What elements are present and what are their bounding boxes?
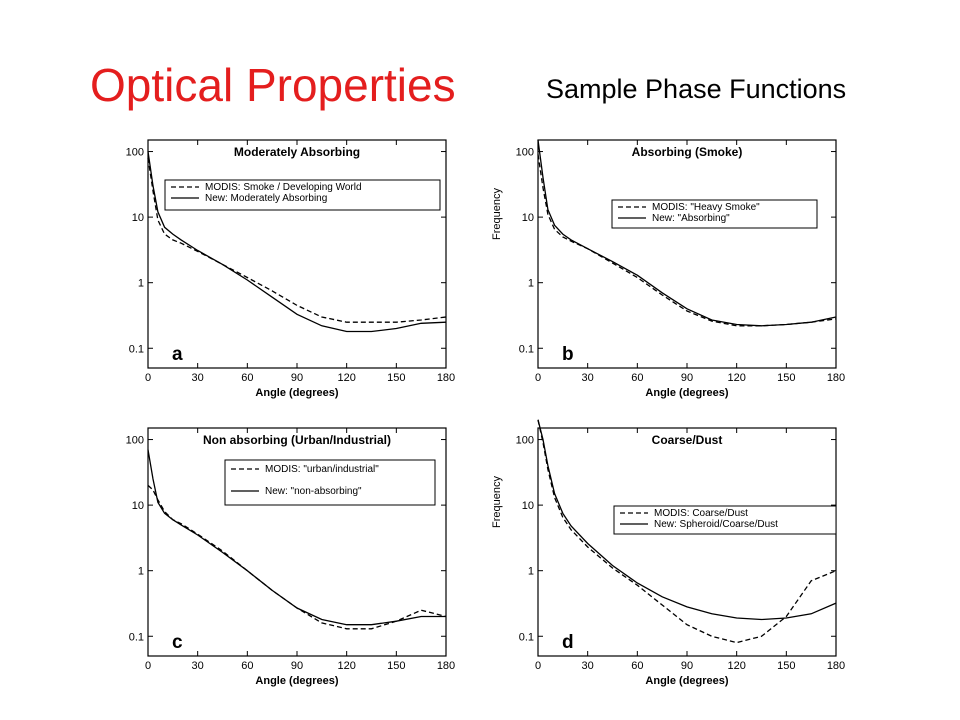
series-line-modis <box>147 157 447 323</box>
x-tick-label: 60 <box>631 372 643 384</box>
x-tick-label: 120 <box>727 660 745 672</box>
y-tick-label: 0.1 <box>129 343 144 355</box>
x-tick-label: 90 <box>681 372 693 384</box>
x-tick-label: 150 <box>387 660 405 672</box>
series-line-modis <box>537 419 837 644</box>
y-tick-label: 100 <box>516 147 534 159</box>
y-tick-label: 0.1 <box>519 631 534 643</box>
panel-title: Non absorbing (Urban/Industrial) <box>203 433 391 447</box>
y-tick-label: 0.1 <box>519 343 534 355</box>
legend-entry: MODIS: Coarse/Dust <box>654 508 748 519</box>
y-tick-label: 1 <box>138 566 144 578</box>
x-tick-label: 180 <box>437 372 455 384</box>
y-tick-label: 10 <box>522 212 534 224</box>
x-tick-label: 60 <box>241 372 253 384</box>
legend-entry: MODIS: Smoke / Developing World <box>205 182 362 193</box>
plot-frame <box>537 139 837 369</box>
x-tick-label: 150 <box>387 372 405 384</box>
y-tick-label: 10 <box>132 212 144 224</box>
y-tick-label: 0.1 <box>129 631 144 643</box>
x-tick-label: 90 <box>291 372 303 384</box>
legend-entry: New: Moderately Absorbing <box>205 193 327 204</box>
x-axis-label: Angle (degrees) <box>255 675 338 687</box>
chart-panel-a: 0 30 60 90 120 150 180 100 10 1 0.1 Angle (degrees)… <box>126 139 455 399</box>
x-axis-label: Angle (degrees) <box>645 387 728 399</box>
x-tick-label: 120 <box>727 372 745 384</box>
x-tick-label: 0 <box>145 372 151 384</box>
x-tick-label: 180 <box>827 372 845 384</box>
x-tick-label: 60 <box>241 660 253 672</box>
panel-title: Moderately Absorbing <box>234 145 360 159</box>
x-tick-label: 0 <box>535 372 541 384</box>
series-line-modis <box>147 484 447 630</box>
legend-entry: MODIS: "urban/industrial" <box>265 464 379 475</box>
y-tick-label: 10 <box>132 500 144 512</box>
series-line-new <box>537 139 837 327</box>
y-axis-label: Frequency <box>491 188 503 240</box>
x-tick-label: 60 <box>631 660 643 672</box>
x-tick-label: 30 <box>582 372 594 384</box>
panel-title: Coarse/Dust <box>652 433 723 447</box>
legend-box <box>224 459 436 506</box>
legend-box <box>611 199 818 229</box>
y-tick-label: 100 <box>126 435 144 447</box>
x-tick-label: 30 <box>192 372 204 384</box>
x-tick-label: 120 <box>337 660 355 672</box>
chart-panel-b: 0 30 60 90 120 150 180 100 10 1 0.1 Angle (degrees)… <box>491 139 845 399</box>
x-tick-label: 180 <box>437 660 455 672</box>
x-tick-label: 150 <box>777 660 795 672</box>
legend: MODIS: "Heavy Smoke"New: "Absorbing" <box>611 199 818 229</box>
legend-entry: New: "Absorbing" <box>652 213 730 224</box>
panel-letter: d <box>562 632 574 653</box>
slide-title: Optical Properties <box>90 59 456 111</box>
plot-frame <box>147 139 447 369</box>
chart-panel-d: 0 30 60 90 120 150 180 100 10 1 0.1 Angle (degrees)… <box>491 419 845 687</box>
y-tick-label: 100 <box>516 435 534 447</box>
legend-entry: MODIS: "Heavy Smoke" <box>652 202 760 213</box>
x-tick-label: 30 <box>192 660 204 672</box>
legend-box <box>613 505 837 535</box>
legend-box <box>164 179 441 211</box>
panel-letter: b <box>562 344 574 365</box>
x-tick-label: 90 <box>681 660 693 672</box>
panel-letter: c <box>172 632 183 653</box>
y-tick-label: 1 <box>528 566 534 578</box>
series-line-new <box>147 151 447 333</box>
legend-entry: New: "non-absorbing" <box>265 486 362 497</box>
panel-letter: a <box>172 344 183 365</box>
y-axis-label: Frequency <box>491 476 503 528</box>
series-line-new <box>147 449 446 626</box>
y-tick-label: 1 <box>138 278 144 290</box>
legend-entry: New: Spheroid/Coarse/Dust <box>654 519 778 530</box>
y-tick-label: 1 <box>528 278 534 290</box>
x-tick-label: 120 <box>337 372 355 384</box>
chart-panel-c: 0 30 60 90 120 150 180 100 10 1 0.1 Angle (degrees)… <box>126 427 455 687</box>
y-tick-label: 10 <box>522 500 534 512</box>
series-line-new <box>537 419 837 621</box>
x-tick-label: 150 <box>777 372 795 384</box>
x-axis-label: Angle (degrees) <box>255 387 338 399</box>
x-tick-label: 30 <box>582 660 594 672</box>
x-axis-label: Angle (degrees) <box>645 675 728 687</box>
slide-subtitle: Sample Phase Functions <box>546 74 847 104</box>
x-tick-label: 180 <box>827 660 845 672</box>
legend: MODIS: "urban/industrial" New: "non-absor… <box>224 459 436 506</box>
x-tick-label: 0 <box>535 660 541 672</box>
y-tick-label: 100 <box>126 147 144 159</box>
panel-title: Absorbing (Smoke) <box>632 145 743 159</box>
x-tick-label: 90 <box>291 660 303 672</box>
x-tick-label: 0 <box>145 660 151 672</box>
